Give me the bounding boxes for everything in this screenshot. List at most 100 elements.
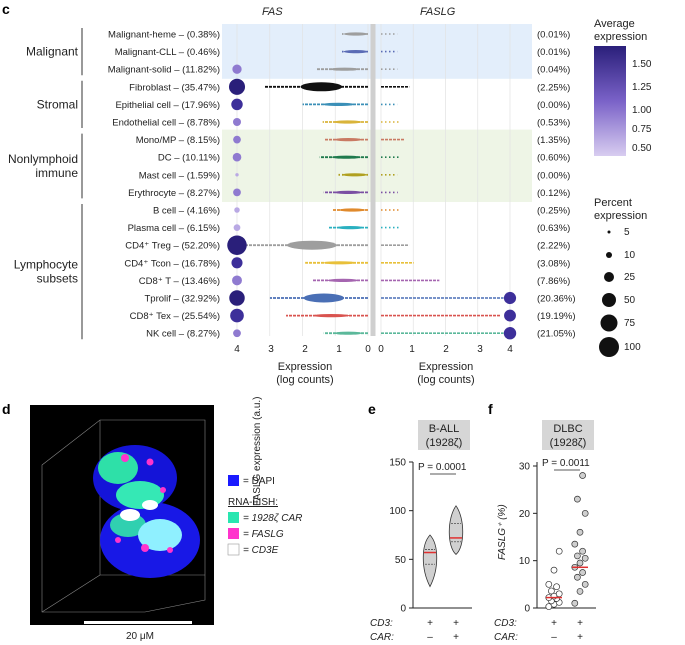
legend-pct-dot-25 — [604, 272, 614, 282]
legend-avg-colorbar — [594, 46, 626, 156]
row-pct-7: (0.60%) — [537, 153, 570, 164]
group-label-2-0: Nonlymphoid — [8, 152, 78, 166]
e-violin-0 — [422, 534, 438, 588]
fas-pct-dot-12 — [227, 235, 247, 255]
f-point-1-11 — [576, 528, 584, 536]
row-label-10: B cell – (4.16%) — [153, 206, 220, 217]
tick-right-2: 2 — [443, 344, 449, 355]
f-point-0-7 — [555, 590, 563, 598]
panel-f-header-box — [542, 420, 594, 450]
tick-left-1: 1 — [336, 344, 342, 355]
panel-label-f: f — [488, 401, 493, 417]
row-label-7: DC – (10.11%) — [158, 153, 220, 164]
highlight-bands — [222, 24, 532, 202]
row-pct-9: (0.12%) — [537, 188, 570, 199]
panel-e-col2-car: + — [453, 632, 459, 643]
tick-right-1: 1 — [409, 344, 415, 355]
legend-average-expression: Average expression 1.50 1.25 1.00 0.75 0… — [594, 18, 652, 156]
band-malignant — [222, 24, 532, 79]
fas-pct-dot-11 — [233, 224, 241, 231]
f-ytick-30: 30 — [519, 462, 531, 473]
faslg-pct-dot-16 — [504, 309, 516, 322]
f-point-1-10 — [571, 540, 579, 548]
panel-e-ylabel: FASLG expression (a.u.) — [252, 397, 263, 507]
fas-body-16 — [312, 314, 350, 318]
e-violin-1 — [448, 505, 464, 555]
row-label-6: Mono/MP – (8.15%) — [136, 135, 220, 146]
fas-body-11 — [336, 226, 364, 230]
legend-pct-title-2: expression — [594, 210, 647, 222]
fas-pct-dot-5 — [232, 117, 242, 127]
panel-e-violins — [422, 505, 464, 588]
fas-body-10 — [339, 208, 366, 212]
legend-avg-tick-125: 1.25 — [632, 82, 652, 93]
tick-left-2: 2 — [302, 344, 308, 355]
fas-pct-dot-9 — [233, 188, 241, 197]
legend-swatch-faslg — [228, 528, 239, 539]
tick-left-0: 0 — [365, 344, 371, 355]
fas-pct-dot-6 — [233, 135, 241, 144]
legend-dapi: = DAPI — [243, 476, 275, 487]
panel-f-row-cd3: CD3: — [494, 618, 517, 629]
fas-body-9 — [334, 190, 363, 194]
legend-swatch-dapi — [228, 475, 239, 486]
row-label-8: Mast cell – (1.59%) — [139, 170, 220, 181]
legend-pct-dot-75 — [600, 314, 618, 332]
fas-pct-dot-8 — [235, 173, 239, 177]
panel-f-ylabel: FASLG⁺ (%) — [497, 504, 508, 560]
gene-label-faslg: FASLG — [420, 6, 456, 18]
f-point-1-1 — [576, 588, 584, 595]
fas-body-7 — [331, 155, 361, 159]
fas-pct-dot-13 — [231, 257, 243, 269]
legend-rnafish: RNA-FISH: — [228, 497, 278, 508]
panel-f-points — [545, 472, 589, 610]
panel-e-header-1: B-ALL — [429, 423, 460, 435]
row-pct-0: (0.01%) — [537, 30, 570, 41]
row-pct-16: (19.19%) — [537, 311, 576, 322]
panel-f-row-car: CAR: — [494, 632, 518, 643]
f-point-1-8 — [574, 552, 581, 560]
fas-pct-dot-17 — [233, 329, 241, 338]
faslg-pct-dot-15 — [503, 291, 517, 305]
f-point-1-14 — [579, 472, 586, 479]
faslg-pct-dot-17 — [503, 327, 517, 340]
legend-avg-title-1: Average — [594, 18, 635, 30]
panel-f-col1-car: – — [551, 632, 557, 643]
legend-avg-tick-150: 1.50 — [632, 59, 652, 70]
legend-pct-50: 50 — [624, 295, 636, 306]
cell-nuclei — [93, 445, 200, 578]
fas-pct-dot-4 — [231, 98, 243, 111]
fas-pct-dot-15 — [229, 290, 245, 306]
row-pct-2: (0.04%) — [537, 65, 570, 76]
row-pct-8: (0.00%) — [537, 170, 570, 181]
fas-body-13 — [323, 261, 356, 265]
f-point-1-9 — [579, 547, 586, 555]
scale-bar — [84, 621, 192, 624]
legend-car: = 1928ζ CAR — [243, 513, 302, 524]
f-ytick-0: 0 — [524, 604, 530, 615]
row-label-11: Plasma cell – (6.15%) — [128, 223, 220, 234]
legend-avg-title-2: expression — [594, 31, 647, 43]
row-pct-1: (0.01%) — [537, 47, 570, 58]
row-pct-6: (1.35%) — [537, 135, 570, 146]
f-point-0-8 — [548, 587, 555, 595]
f-point-0-12 — [555, 547, 563, 555]
f-point-1-0 — [571, 599, 579, 607]
fas-body-4 — [322, 102, 356, 106]
legend-swatch-cd3e — [227, 543, 240, 556]
f-point-0-11 — [550, 566, 558, 574]
legend-cd3e: = CD3E — [243, 545, 279, 556]
group-label-3-0: Lymphocyte — [14, 258, 79, 272]
panel-e-col1-cd3: + — [427, 618, 433, 629]
row-pct-5: (0.53%) — [537, 118, 570, 129]
grid-lines — [236, 24, 511, 336]
row-pct-17: (21.05%) — [537, 329, 576, 340]
panel-f-col2-car: + — [577, 632, 583, 643]
f-point-1-2 — [581, 580, 589, 588]
panel-f-header-1: DLBC — [553, 423, 582, 435]
panel-e-col2-cd3: + — [453, 618, 459, 629]
x-title-left-2: (log counts) — [276, 374, 333, 386]
fas-body-6 — [334, 138, 363, 142]
legend-pct-10: 10 — [624, 250, 636, 261]
